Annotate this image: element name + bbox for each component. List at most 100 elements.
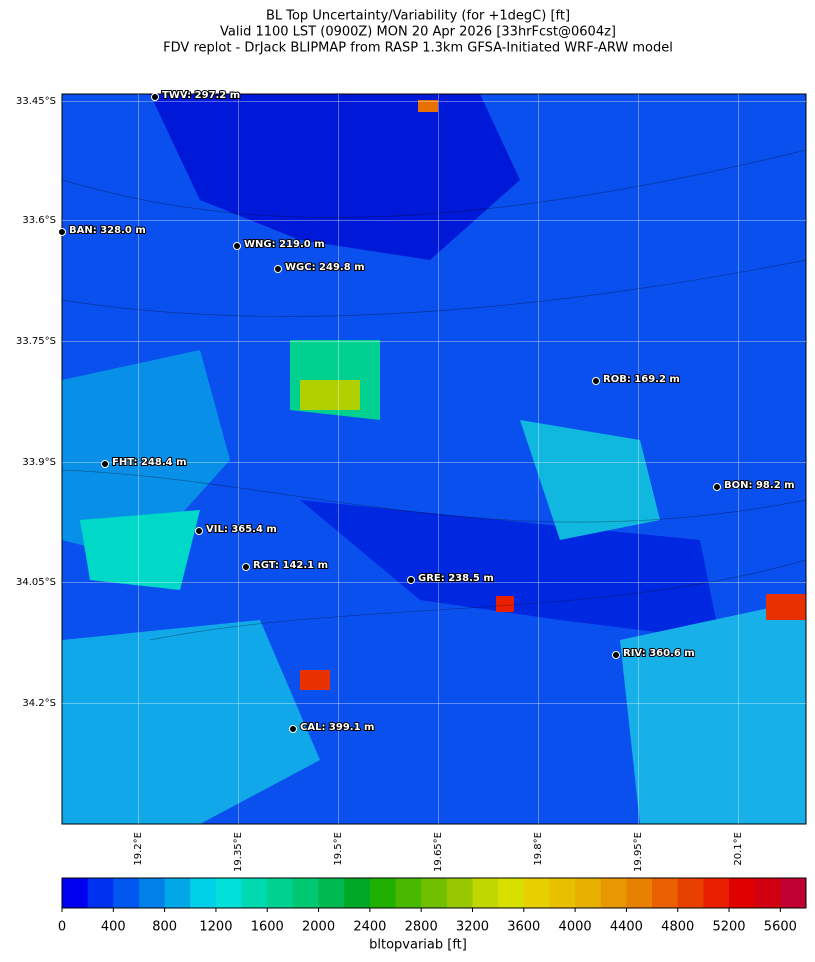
colorbar-segment [677,878,704,908]
station-label: WNG: 219.0 m [244,239,325,250]
colorbar-segment [575,878,602,908]
lat-label: 33.6°S [22,215,56,226]
station-label: CAL: 399.1 m [300,722,374,733]
colorbar-segment [395,878,422,908]
station-marker [407,576,415,584]
lat-label: 34.05°S [16,577,56,588]
colorbar-segment [703,878,730,908]
colorbar-segment [241,878,268,908]
terrain-red [496,596,514,612]
station-label: RGT: 142.1 m [253,560,328,571]
station-label: TWV: 297.2 m [162,90,240,101]
station-label: ROB: 169.2 m [603,374,680,385]
colorbar-segment [780,878,807,908]
colorbar-segment [729,878,756,908]
colorbar-tick-label: 1200 [199,920,232,935]
terrain-light [62,620,320,824]
colorbar-segment [138,878,166,908]
station-marker [242,563,250,571]
station-label: BAN: 328.0 m [69,225,146,236]
colorbar-segment [754,878,781,908]
terrain-dark [150,94,520,260]
terrain-cyan [80,510,200,590]
colorbar-tick-label: 0 [58,920,66,935]
station-marker [58,228,66,236]
lat-label: 34.2°S [22,698,56,709]
colorbar-segment [498,878,525,908]
colorbar-tick-label: 800 [152,920,177,935]
terrain-red [300,670,330,690]
terrain-red [766,594,806,620]
colorbar-segment [215,878,243,908]
lon-label: 19.95°E [633,832,644,872]
station-marker [274,265,282,273]
colorbar-tick-label: 5600 [764,920,797,935]
station-marker [612,651,620,659]
station-label: VIL: 365.4 m [206,524,277,535]
lon-label: 20.1°E [733,832,744,866]
colorbar-frame [61,877,807,909]
station-label: WGC: 249.8 m [285,262,365,273]
lon-label: 19.35°E [233,832,244,872]
station-marker [151,93,159,101]
station-marker [713,483,721,491]
lat-label: 33.45°S [16,96,56,107]
lon-label: 19.2°E [133,832,144,866]
colorbar-segment [626,878,653,908]
terrain-light [520,420,660,540]
colorbar-tick-label: 400 [101,920,126,935]
title-line: FDV replot - DrJack BLIPMAP from RASP 1.… [163,41,673,56]
lon-label: 19.5°E [333,832,344,866]
colorbar-tick-label: 4400 [610,920,643,935]
colorbar-segment [267,878,294,908]
map-raster [62,94,806,824]
station-marker [195,527,203,535]
title-line: Valid 1100 LST (0900Z) MON 20 Apr 2026 [… [220,25,616,40]
colorbar-tick-label: 4000 [559,920,592,935]
lon-label: 19.8°E [533,832,544,866]
colorbar-segment [523,878,550,908]
colorbar-segment [369,878,397,908]
station-marker [101,460,109,468]
colorbar-segment [62,878,89,908]
colorbar-tick-label: 4800 [661,920,694,935]
station-marker [233,242,241,250]
colorbar-tick-label: 2000 [302,920,335,935]
colorbar-tick-label: 3600 [507,920,540,935]
colorbar-tick-label: 3200 [456,920,489,935]
contour [62,149,806,641]
terrain-dark [300,500,720,640]
station-marker [289,725,297,733]
colorbar-segment [190,878,217,908]
colorbar-segment [421,878,448,908]
colorbar-tick-label: 2800 [405,920,438,935]
colorbar-segment [446,878,473,908]
colorbar-label: bltopvariab [ft] [369,938,467,953]
lon-label: 19.65°E [433,832,444,872]
map-frame [61,93,807,825]
station-label: RIV: 360.6 m [623,648,695,659]
colorbar-segment [600,878,627,908]
station-label: BON: 98.2 m [724,480,795,491]
colorbar-tick-label: 2400 [353,920,386,935]
station-label: FHT: 248.4 m [112,457,187,468]
colorbar-segment [652,878,679,908]
colorbar-segment [472,878,499,908]
terrain-light [620,600,806,824]
lat-label: 33.75°S [16,336,56,347]
station-label: GRE: 238.5 m [418,573,494,584]
colorbar-segment [344,878,371,908]
colorbar-segment [113,878,140,908]
colorbar-tick-label: 1600 [251,920,284,935]
colorbar-segment [292,878,320,908]
colorbar-segment [87,878,114,908]
lat-label: 33.9°S [22,457,56,468]
terrain-yellow [300,380,360,410]
terrain-orange [418,100,438,112]
title-line: BL Top Uncertainty/Variability (for +1de… [266,9,570,24]
colorbar-tick-label: 5200 [712,920,745,935]
terrain-light [62,350,230,560]
colorbar-segment [549,878,576,908]
